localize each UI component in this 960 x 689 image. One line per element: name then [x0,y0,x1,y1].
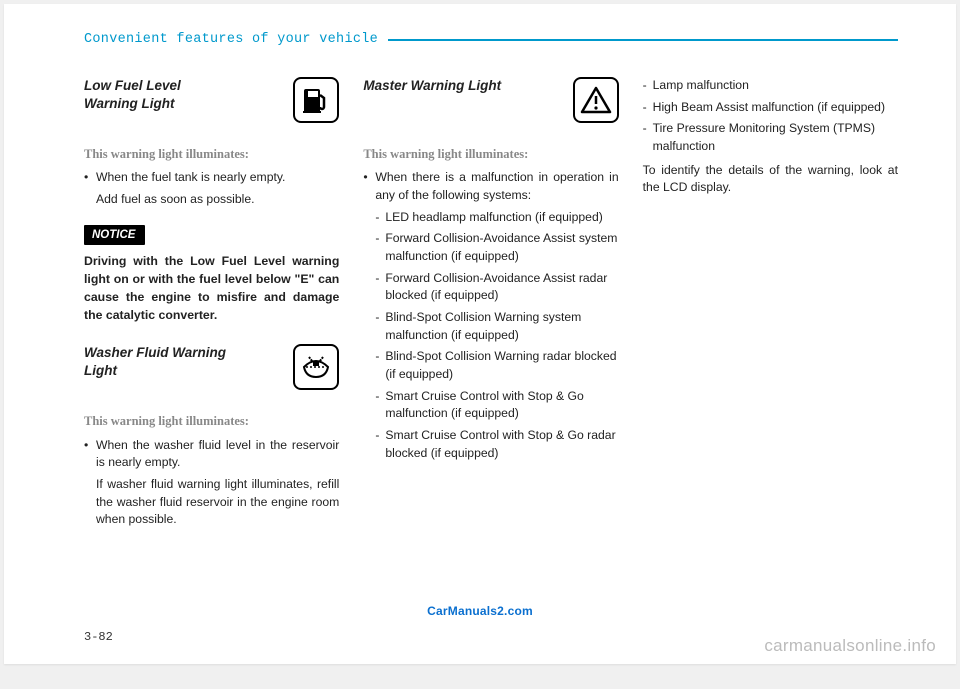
dash-item: -LED headlamp malfunction (if equipped) [375,209,618,227]
dash-text: LED headlamp malfunction (if equipped) [385,209,618,227]
section-header: Convenient features of your vehicle [84,32,898,47]
page-number: 3-82 [84,630,113,644]
watermark-carmanuals2: CarManuals2.com [427,604,533,618]
header-title: Convenient features of your vehicle [84,32,388,47]
bullet-marker: • [84,169,96,187]
washer-icon [293,344,339,390]
dash-text: Tire Pressure Monitoring System (TPMS) m… [653,120,898,155]
header-rule [388,39,898,41]
dash-text: Smart Cruise Control with Stop & Go rada… [385,427,618,462]
bullet-continuation: Add fuel as soon as possible. [96,191,339,209]
title-line-1: Low Fuel Level [84,77,181,95]
bullet-continuation: If washer fluid warning light illuminate… [96,476,339,529]
bullet-text: When the washer fluid level in the reser… [96,437,339,472]
column-2: Master Warning Light This warning light … [363,77,618,533]
notice-label: NOTICE [84,225,145,246]
column-1: Low Fuel Level Warning Light This warnin… [84,77,339,533]
title-line-1: Washer Fluid Warning [84,344,226,362]
low-fuel-title: Low Fuel Level Warning Light [84,77,181,112]
manual-page: Convenient features of your vehicle Low … [4,4,956,664]
dash-text: Forward Collision-Avoidance Assist radar… [385,270,618,305]
dash-text: Forward Collision-Avoidance Assist syste… [385,230,618,265]
bullet-marker: • [363,169,375,204]
low-fuel-heading: Low Fuel Level Warning Light [84,77,339,123]
dash-text: Blind-Spot Collision Warning radar block… [385,348,618,383]
dash-item: -Blind-Spot Collision Warning radar bloc… [375,348,618,383]
dash-item: -Lamp malfunction [643,77,898,95]
bullet-marker: • [84,437,96,472]
master-title: Master Warning Light [363,77,501,95]
title-line-2: Light [84,362,226,380]
dash-text: High Beam Assist malfunction (if equippe… [653,99,898,117]
notice-body: Driving with the Low Fuel Level warning … [84,253,339,324]
illuminates-heading-3: This warning light illuminates: [363,145,618,163]
warning-icon [573,77,619,123]
illuminates-heading-1: This warning light illuminates: [84,145,339,163]
washer-title: Washer Fluid Warning Light [84,344,226,379]
dash-text: Blind-Spot Collision Warning system malf… [385,309,618,344]
dash-item: -Forward Collision-Avoidance Assist rada… [375,270,618,305]
dash-text: Lamp malfunction [653,77,898,95]
bullet-item: • When the washer fluid level in the res… [84,437,339,472]
dash-item: -Smart Cruise Control with Stop & Go rad… [375,427,618,462]
bullet-item: • When the fuel tank is nearly empty. [84,169,339,187]
title-line-2: Warning Light [84,95,181,113]
dash-item: -High Beam Assist malfunction (if equipp… [643,99,898,117]
bullet-text: When the fuel tank is nearly empty. [96,169,339,187]
content-columns: Low Fuel Level Warning Light This warnin… [84,77,898,533]
washer-heading: Washer Fluid Warning Light [84,344,339,390]
dash-item: -Blind-Spot Collision Warning system mal… [375,309,618,344]
master-heading: Master Warning Light [363,77,618,123]
bullet-text: When there is a malfunction in operation… [375,169,618,204]
closing-paragraph: To identify the details of the warning, … [643,162,898,197]
dash-item: -Smart Cruise Control with Stop & Go mal… [375,388,618,423]
dash-item: -Tire Pressure Monitoring System (TPMS) … [643,120,898,155]
illuminates-heading-2: This warning light illuminates: [84,412,339,430]
dash-item: -Forward Collision-Avoidance Assist syst… [375,230,618,265]
bullet-item: • When there is a malfunction in operati… [363,169,618,204]
dash-text: Smart Cruise Control with Stop & Go malf… [385,388,618,423]
fuel-icon [293,77,339,123]
column-3: -Lamp malfunction -High Beam Assist malf… [643,77,898,533]
watermark-carmanualsonline: carmanualsonline.info [764,636,936,656]
